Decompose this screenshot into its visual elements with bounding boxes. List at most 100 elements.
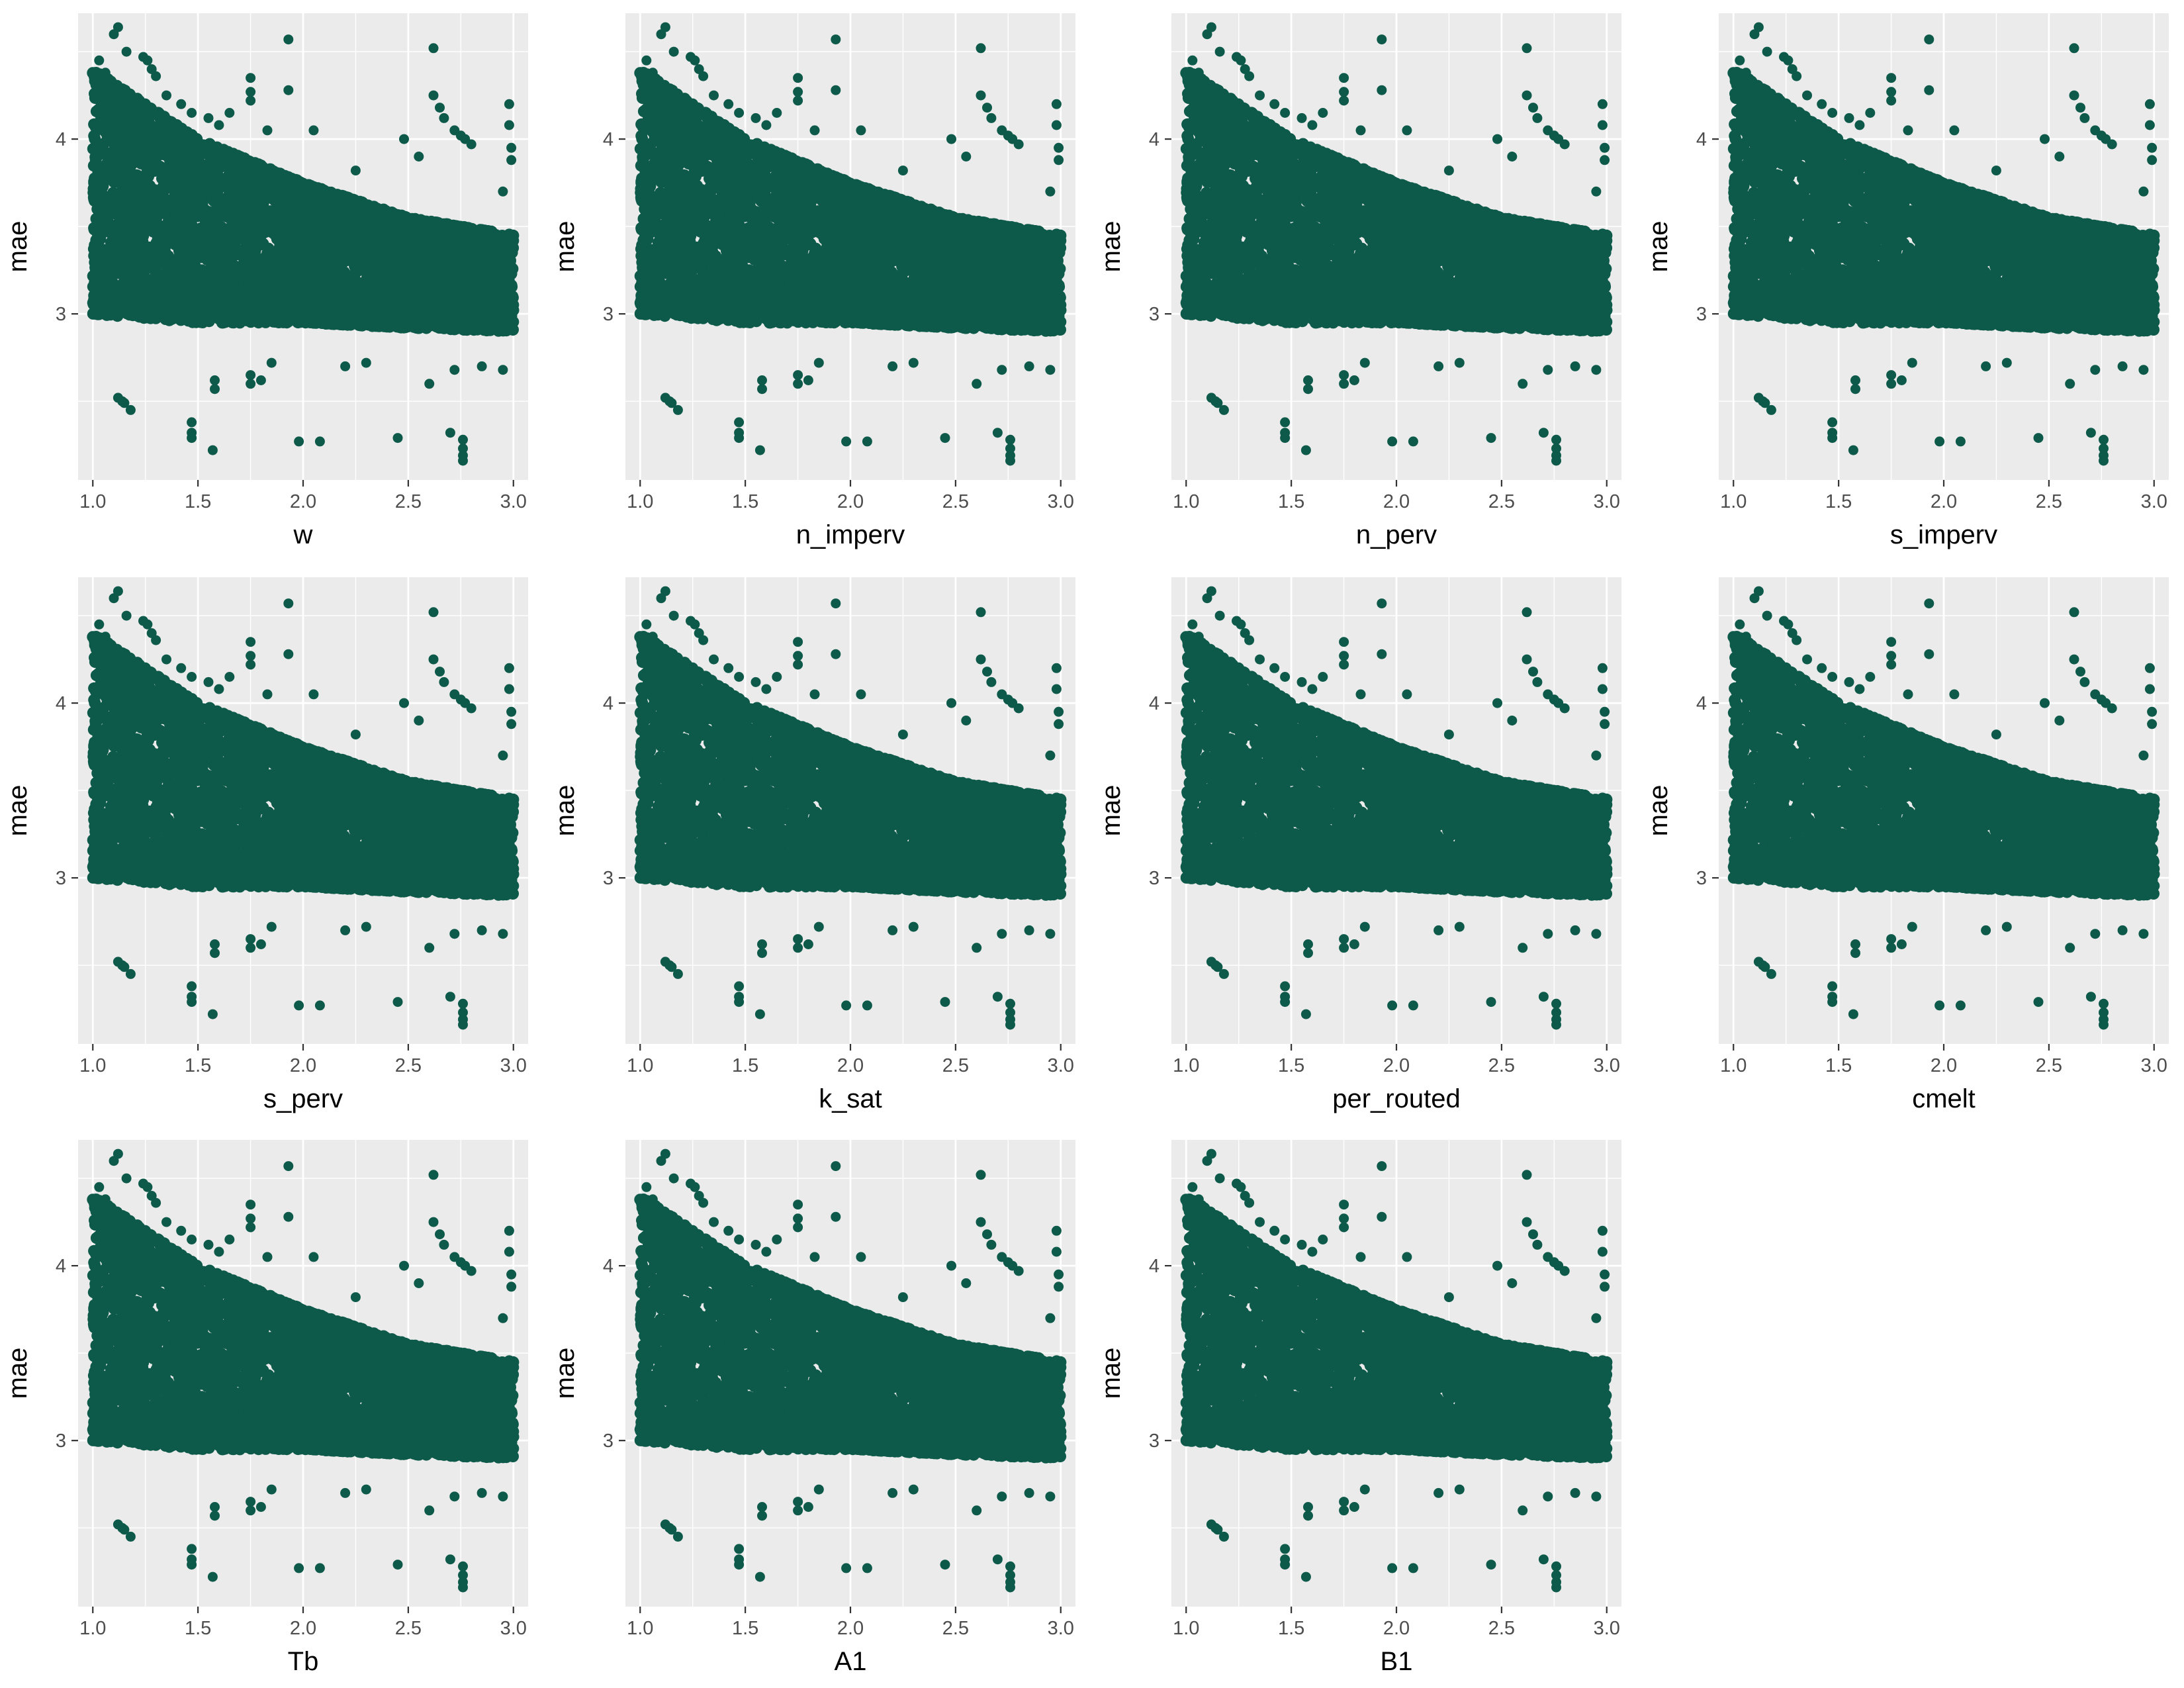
scatter-points bbox=[87, 22, 520, 466]
scatter-point bbox=[324, 260, 337, 272]
scatter-point bbox=[500, 291, 513, 304]
scatter-point bbox=[303, 203, 316, 216]
x-tick-label: 2.0 bbox=[290, 491, 316, 512]
scatter-point bbox=[279, 187, 292, 200]
scatter-point bbox=[358, 201, 371, 213]
scatter-point-outlier bbox=[458, 455, 468, 466]
scatter-point-outlier bbox=[94, 55, 105, 66]
scatter-point bbox=[469, 259, 481, 272]
scatter-point-outlier bbox=[445, 428, 455, 438]
scatter-point bbox=[144, 129, 157, 142]
scatter-point-outlier bbox=[283, 85, 294, 95]
scatter-point bbox=[387, 318, 399, 331]
scatter-point bbox=[462, 298, 475, 310]
scatter-point-outlier bbox=[246, 370, 256, 381]
scatter-point bbox=[207, 243, 219, 256]
scatter-point bbox=[224, 212, 236, 224]
scatter-point bbox=[118, 84, 131, 97]
scatter-point-outlier bbox=[424, 379, 435, 389]
scatter-point bbox=[350, 307, 363, 320]
scatter-point-outlier bbox=[246, 73, 256, 83]
scatter-point-outlier bbox=[142, 55, 153, 66]
scatter-point bbox=[249, 286, 261, 299]
scatter-point bbox=[353, 264, 365, 277]
scatter-point-outlier bbox=[294, 436, 304, 447]
scatter-point bbox=[201, 221, 214, 234]
scatter-point bbox=[244, 242, 257, 255]
scatter-point bbox=[197, 159, 209, 171]
scatter-point bbox=[312, 212, 325, 224]
scatter-point bbox=[153, 219, 165, 232]
scatter-point-outlier bbox=[246, 87, 256, 97]
scatter-point bbox=[207, 173, 220, 185]
scatter-point-outlier bbox=[187, 108, 197, 118]
scatter-point bbox=[408, 318, 420, 331]
scatter-point bbox=[341, 216, 353, 229]
scatter-point-outlier bbox=[414, 152, 424, 162]
scatter-point bbox=[194, 179, 206, 191]
scatter-point-outlier bbox=[203, 113, 214, 123]
scatter-point bbox=[289, 305, 302, 318]
scatter-point-outlier bbox=[246, 379, 256, 389]
scatter-point bbox=[391, 296, 404, 308]
scatter-point bbox=[312, 226, 324, 238]
y-tick-label: 4 bbox=[603, 129, 614, 150]
scatter-point bbox=[184, 273, 197, 285]
scatter-point-outlier bbox=[224, 108, 235, 118]
scatter-point bbox=[222, 266, 234, 279]
scatter-point bbox=[234, 285, 246, 298]
scatter-point bbox=[350, 236, 363, 249]
scatter-point bbox=[154, 112, 167, 124]
scatter-point bbox=[403, 213, 416, 226]
scatter-point bbox=[248, 181, 261, 193]
scatter-point-outlier bbox=[121, 46, 132, 57]
scatter-point-outlier bbox=[187, 417, 197, 428]
scatter-point bbox=[426, 319, 438, 332]
scatter-point bbox=[210, 162, 222, 175]
scatter-point bbox=[159, 256, 172, 269]
scatter-point bbox=[178, 154, 191, 166]
scatter-point bbox=[160, 289, 173, 302]
scatter-point bbox=[126, 116, 139, 128]
scatter-point bbox=[109, 207, 120, 220]
scatter-point bbox=[418, 219, 430, 232]
scatter-point bbox=[332, 190, 344, 203]
scatter-point bbox=[291, 210, 303, 222]
scatter-point bbox=[295, 238, 308, 250]
scatter-point bbox=[122, 207, 135, 220]
scatter-point bbox=[204, 148, 216, 160]
scatter-point bbox=[131, 169, 144, 182]
scatter-point-outlier bbox=[176, 99, 187, 109]
scatter-point bbox=[172, 202, 185, 214]
scatter-point bbox=[356, 222, 369, 235]
scatter-point bbox=[188, 290, 201, 302]
scatter-point bbox=[379, 242, 390, 255]
scatter-point-outlier bbox=[255, 375, 266, 385]
scatter-point-outlier bbox=[506, 155, 517, 165]
scatter-point bbox=[146, 288, 159, 301]
scatter-point-outlier bbox=[283, 34, 294, 45]
scatter-point bbox=[463, 310, 475, 323]
scatter-point-outlier bbox=[466, 139, 477, 150]
scatter-point bbox=[152, 232, 164, 245]
scatter-point bbox=[202, 292, 214, 304]
scatter-point-outlier bbox=[392, 433, 403, 444]
scatter-point bbox=[254, 231, 266, 244]
scatter-point bbox=[302, 217, 314, 229]
scatter-point bbox=[260, 284, 273, 297]
scatter-point bbox=[505, 310, 518, 322]
x-axis-title: w bbox=[293, 520, 313, 549]
scatter-point bbox=[253, 314, 265, 326]
scatter-point bbox=[109, 188, 121, 201]
scatter-point bbox=[173, 259, 185, 272]
scatter-point-outlier bbox=[187, 433, 197, 444]
scatter-point bbox=[320, 238, 333, 250]
scatter-point bbox=[178, 134, 191, 146]
scatter-point bbox=[369, 293, 381, 306]
scatter-point bbox=[423, 249, 435, 261]
scatter-point-outlier bbox=[214, 120, 224, 130]
scatter-point bbox=[186, 302, 199, 314]
scatter-point bbox=[501, 256, 513, 268]
scatter-point-outlier bbox=[262, 125, 273, 136]
